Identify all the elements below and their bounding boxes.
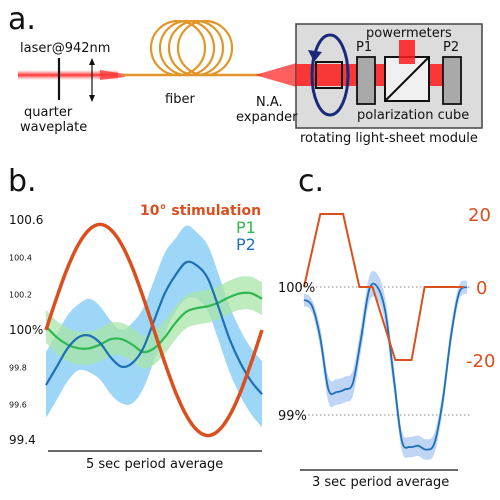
y-tick-label: 100.2 (9, 290, 32, 299)
rotation-ellipse-icon (308, 33, 350, 117)
y-tick-label: 100.6 (9, 213, 43, 227)
quarter-waveplate-label-2: waveplate (20, 120, 88, 135)
panel-b-letter: b. (8, 164, 37, 199)
y-tick-label: 100.4 (9, 254, 32, 263)
polarization-cube-label: polarization cube (357, 108, 470, 123)
na-expander-label-2: expander (236, 110, 298, 125)
rotation-square (315, 61, 343, 89)
y-tick-label: 100% (9, 323, 43, 337)
input-beam (18, 70, 118, 80)
module-label: rotating light-sheet module (300, 131, 478, 146)
panel-c-letter: c. (298, 164, 325, 199)
panel-c-xlabel: 3 sec period average (312, 475, 450, 490)
polarizer-p1 (356, 56, 376, 105)
input-beam-taper (100, 70, 125, 80)
p1-line (45, 291, 263, 354)
polarization-arrow-icon (89, 58, 95, 102)
p1-legend-label: P1 (236, 218, 256, 237)
stimulation-line (44, 222, 264, 438)
left-tick-label: 100% (278, 281, 315, 296)
panel-a-letter: a. (8, 2, 36, 37)
na-expander-label-1: N.A. (256, 95, 283, 110)
panel-b-xlabel: 5 sec period average (86, 457, 224, 472)
powermeters-label: powermeters (366, 26, 452, 41)
polarizer-p2 (442, 56, 462, 105)
p2-line (45, 260, 263, 395)
fiber-label: fiber (165, 92, 195, 107)
stimulation-label: 10° stimulation (140, 203, 262, 219)
left-tick-label: 99% (278, 409, 307, 424)
signal-line (303, 282, 468, 451)
stimulation-line (303, 213, 464, 361)
y-tick-label: 99.8 (9, 364, 27, 373)
right-tick-label: -20 (466, 351, 495, 372)
p1-label: P1 (356, 40, 373, 55)
right-tick-label: 0 (476, 278, 487, 299)
signal-band (304, 270, 467, 460)
p2-label: P2 (443, 40, 460, 55)
p2-legend-label: P2 (236, 235, 256, 254)
expander-beam (255, 62, 300, 88)
polarization-cube (384, 56, 430, 102)
y-tick-label: 99.4 (9, 433, 36, 447)
y-tick-label: 99.6 (9, 400, 27, 409)
right-tick-label: 20 (468, 205, 491, 226)
quarter-waveplate-label-1: quarter (24, 105, 73, 120)
laser-label: laser@942nm (20, 41, 111, 56)
fiber-coil (149, 19, 234, 77)
reflected-beam (399, 40, 415, 64)
